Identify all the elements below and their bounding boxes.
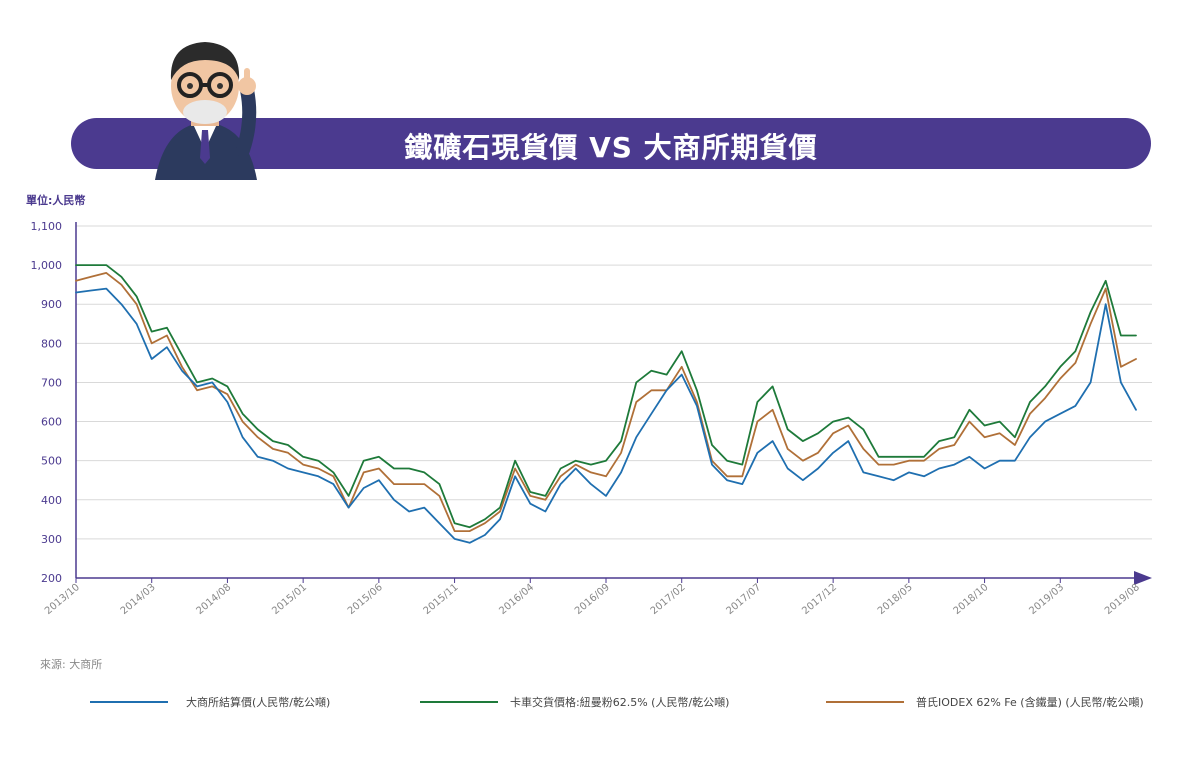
- legend-item-newman: 卡車交貨價格:紐曼粉62.5% (人民幣/乾公噸): [420, 692, 780, 712]
- x-tick-label: 2017/07: [724, 582, 763, 617]
- unit-label: 單位:人民幣: [26, 194, 86, 207]
- x-tick-label: 2015/01: [270, 582, 309, 617]
- x-tick-label: 2017/02: [649, 582, 688, 617]
- y-tick-label: 300: [41, 533, 62, 546]
- x-tick-label: 2015/11: [422, 582, 461, 617]
- x-tick-label: 2014/03: [119, 582, 158, 617]
- legend-item-platts: 普氏IODEX 62% Fe (含鐵量) (人民幣/乾公噸): [826, 692, 1166, 712]
- legend-label-dce: 大商所結算價(人民幣/乾公噸): [186, 696, 331, 709]
- x-tick-label: 2017/12: [800, 582, 839, 617]
- legend-swatch-platts: [826, 701, 904, 703]
- x-tick-label: 2016/09: [573, 582, 612, 617]
- y-tick-label: 800: [41, 337, 62, 350]
- y-tick-label: 700: [41, 376, 62, 389]
- source-note: 來源: 大商所: [40, 658, 103, 671]
- x-tick-label: 2016/04: [497, 582, 536, 617]
- x-tick-label: 2015/06: [346, 582, 385, 617]
- x-tick-label: 2013/10: [43, 582, 82, 617]
- y-tick-label: 400: [41, 494, 62, 507]
- x-tick-label: 2018/05: [876, 582, 915, 617]
- legend-swatch-dce: [90, 701, 168, 703]
- x-tick-label: 2014/08: [194, 582, 233, 617]
- mascot-illustration: [155, 42, 257, 180]
- series-line-0: [75, 287, 1137, 544]
- x-tick-label: 2019/03: [1027, 582, 1066, 617]
- legend-swatch-newman: [420, 701, 498, 703]
- x-axis-arrow: [1134, 571, 1152, 585]
- y-tick-label: 500: [41, 455, 62, 468]
- y-tick-label: 600: [41, 416, 62, 429]
- x-tick-label: 2019/08: [1103, 582, 1142, 617]
- y-tick-label: 1,100: [31, 220, 63, 233]
- legend-label-newman: 卡車交貨價格:紐曼粉62.5% (人民幣/乾公噸): [510, 696, 730, 709]
- x-tick-label: 2018/10: [952, 582, 991, 617]
- legend-item-dce: 大商所結算價(人民幣/乾公噸): [90, 692, 390, 712]
- series-line-1: [75, 264, 1137, 529]
- y-tick-label: 1,000: [31, 259, 63, 272]
- series-line-2: [75, 272, 1137, 532]
- y-tick-label: 900: [41, 298, 62, 311]
- legend-label-platts: 普氏IODEX 62% Fe (含鐵量) (人民幣/乾公噸): [916, 696, 1144, 709]
- chart-title: 鐵礦石現貨價 VS 大商所期貨價: [404, 131, 818, 164]
- y-tick-label: 200: [41, 572, 62, 585]
